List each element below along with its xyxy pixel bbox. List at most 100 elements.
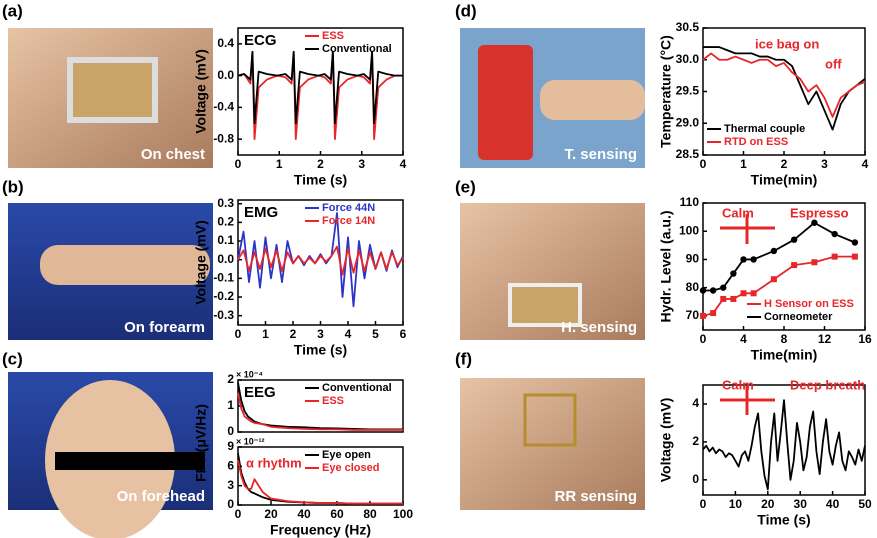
y-tick-label: 2	[227, 372, 234, 386]
x-axis-label: Time(min)	[751, 172, 818, 188]
panel-label: (f)	[455, 349, 472, 368]
x-tick-label: 5	[372, 327, 379, 341]
legend-label: Eye open	[322, 449, 371, 461]
y-tick-label: 30.5	[676, 20, 700, 34]
x-tick-label: 3	[317, 327, 324, 341]
x-tick-label: 10	[729, 497, 743, 511]
x-tick-label: 2	[317, 157, 324, 171]
y-tick-label: 90	[686, 252, 700, 266]
marker	[740, 256, 746, 262]
y-tick-label: 80	[686, 280, 700, 294]
chart-title: EMG	[244, 204, 278, 221]
panel-label: (d)	[455, 1, 477, 20]
marker	[730, 270, 736, 276]
photo-caption: RR sensing	[554, 488, 637, 505]
y-tick-label: 0.2	[217, 215, 234, 229]
x-tick-label: 4	[400, 157, 407, 171]
y-tick-label: 0.1	[217, 233, 234, 247]
x-tick-label: 0	[235, 507, 242, 521]
x-tick-label: 50	[858, 497, 872, 511]
photo-caption: On chest	[141, 146, 205, 163]
photo-caption: On forehead	[117, 488, 205, 505]
y-tick-label: 1	[227, 398, 234, 412]
x-tick-label: 2	[290, 327, 297, 341]
y-tick-label: 0.0	[217, 252, 234, 266]
marker	[750, 256, 756, 262]
y-tick-label: 0	[227, 497, 234, 511]
legend-label: Conventional	[322, 382, 392, 394]
marker	[771, 248, 777, 254]
legend-label: Force 14N	[322, 215, 375, 227]
x-tick-label: 6	[400, 327, 407, 341]
series-line	[703, 400, 865, 489]
y-axis-label: Hydr. Level (a.u.)	[658, 210, 674, 322]
x-tick-label: 4	[345, 327, 352, 341]
x-tick-label: 80	[363, 507, 377, 521]
annotation: Espresso	[790, 205, 849, 220]
x-tick-label: 60	[330, 507, 344, 521]
arm	[540, 80, 645, 120]
x-tick-label: 100	[393, 507, 413, 521]
legend-label: Eye closed	[322, 462, 379, 474]
arm	[40, 245, 210, 285]
marker	[771, 276, 777, 282]
y-tick-label: 0.4	[217, 36, 234, 50]
y-tick-label: 2	[692, 434, 699, 448]
x-tick-label: 2	[781, 157, 788, 171]
annotation: ice bag on	[755, 36, 819, 51]
y-tick-label: -0.8	[213, 131, 234, 145]
legend-label: Thermal couple	[724, 123, 805, 135]
marker	[700, 313, 706, 319]
marker	[720, 296, 726, 302]
y-tick-label: 28.5	[676, 147, 700, 161]
x-tick-label: 0	[235, 157, 242, 171]
marker	[811, 259, 817, 265]
x-tick-label: 1	[276, 157, 283, 171]
y-tick-label: -0.1	[213, 271, 234, 285]
x-axis-label: Time (s)	[294, 172, 347, 188]
legend-label: Conventional	[322, 43, 392, 55]
x-axis-label: Time(min)	[751, 347, 818, 363]
x-axis-label: Frequency (Hz)	[270, 522, 371, 538]
y-tick-label: 6	[227, 459, 234, 473]
y-multiplier: × 10⁻¹²	[236, 436, 265, 446]
legend-label: Corneometer	[764, 311, 833, 323]
x-axis-label: Time (s)	[294, 342, 347, 358]
x-axis-label: Time (s)	[757, 512, 810, 528]
y-tick-label: 3	[227, 478, 234, 492]
marker	[710, 287, 716, 293]
x-tick-label: 0	[235, 327, 242, 341]
x-tick-label: 0	[700, 332, 707, 346]
y-axis-label: Voltage (mV)	[193, 49, 209, 134]
x-tick-label: 3	[821, 157, 828, 171]
y-tick-label: 4	[692, 396, 699, 410]
x-tick-label: 0	[700, 157, 707, 171]
photo-caption: H. sensing	[561, 319, 637, 336]
x-tick-label: 40	[297, 507, 311, 521]
sensor	[70, 60, 155, 120]
legend-label: H Sensor on ESS	[764, 298, 854, 310]
x-tick-label: 4	[862, 157, 869, 171]
photo-caption: On forearm	[124, 319, 205, 336]
marker	[700, 287, 706, 293]
panel-label: (a)	[2, 1, 23, 20]
x-tick-label: 0	[700, 497, 707, 511]
annotation: off	[825, 56, 842, 71]
x-tick-label: 8	[781, 332, 788, 346]
x-tick-label: 3	[358, 157, 365, 171]
chart-title: ECG	[244, 32, 277, 49]
annotation: Calm	[722, 205, 754, 220]
y-tick-label: -0.4	[213, 100, 234, 114]
marker	[831, 231, 837, 237]
x-tick-label: 12	[818, 332, 832, 346]
x-tick-label: 20	[264, 507, 278, 521]
y-tick-label: 29.5	[676, 84, 700, 98]
marker	[791, 236, 797, 242]
y-axis-label: Voltage (mV)	[658, 398, 674, 483]
marker	[852, 239, 858, 245]
series-line	[238, 52, 403, 139]
y-tick-label: 0.0	[217, 68, 234, 82]
marker	[710, 310, 716, 316]
legend-label: ESS	[322, 30, 344, 42]
chart-title: EEG	[244, 384, 276, 401]
